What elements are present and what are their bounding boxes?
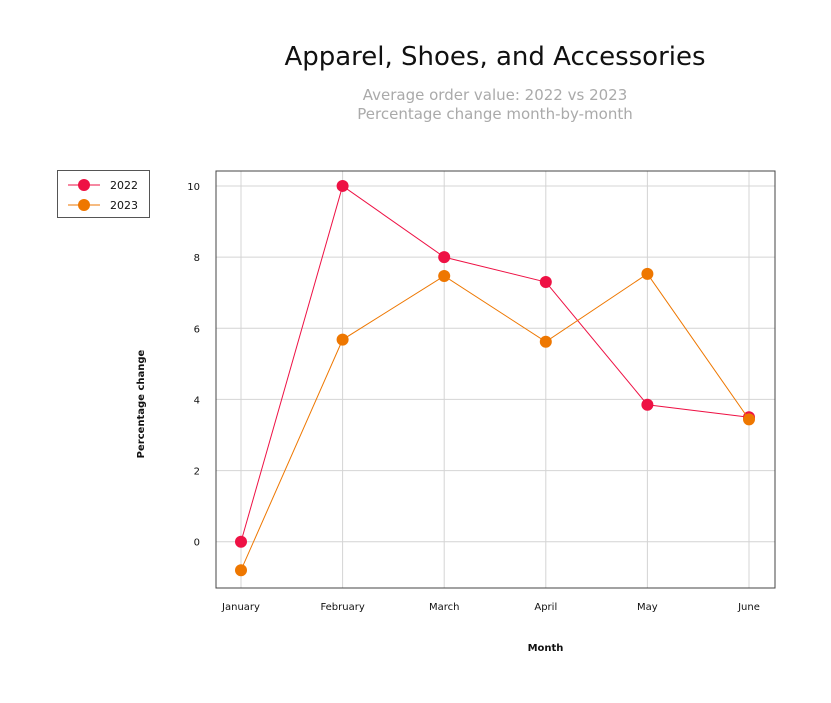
chart-subtitle-1: Average order value: 2022 vs 2023 xyxy=(362,86,628,104)
data-point-2023 xyxy=(336,333,349,346)
y-tick-label: 2 xyxy=(194,467,200,478)
series-line-2023 xyxy=(240,273,750,571)
data-point-2022 xyxy=(743,411,755,424)
x-tick-label: February xyxy=(320,602,364,613)
legend-label-2022: 2022 xyxy=(110,178,138,192)
chart-title: Apparel, Shoes, and Accessories xyxy=(284,42,706,72)
x-tick-label: March xyxy=(429,602,459,613)
x-axis-label: Month xyxy=(528,643,564,654)
data-point-2023 xyxy=(539,335,552,348)
data-point-2023 xyxy=(235,564,247,577)
data-point-2022 xyxy=(539,276,552,289)
y-tick-label: 8 xyxy=(194,253,200,264)
y-tick-label: 10 xyxy=(187,182,200,193)
legend-label-2023: 2023 xyxy=(110,198,138,212)
x-tick-label: May xyxy=(637,602,658,613)
data-point-2023 xyxy=(743,413,755,426)
data-point-2022 xyxy=(438,251,451,264)
legend-marker-2022 xyxy=(68,179,100,191)
y-tick-label: 0 xyxy=(194,538,200,549)
x-tick-label: January xyxy=(221,602,260,613)
legend: 2022 2023 xyxy=(57,170,150,218)
legend-marker-2023 xyxy=(68,199,100,211)
series-line-2022 xyxy=(240,185,750,542)
y-axis-label: Percentage change xyxy=(136,349,147,458)
data-point-2022 xyxy=(641,398,654,411)
plot-frame xyxy=(215,170,776,589)
chart-subtitle-2: Percentage change month-by-month xyxy=(357,105,633,123)
x-tick-label: April xyxy=(534,602,557,613)
data-point-2022 xyxy=(336,179,349,192)
y-tick-label: 6 xyxy=(194,324,200,335)
y-tick-label: 4 xyxy=(194,395,200,406)
data-point-2023 xyxy=(641,267,654,280)
x-tick-label: June xyxy=(737,602,760,613)
data-point-2023 xyxy=(438,269,451,282)
data-point-2022 xyxy=(235,535,247,548)
